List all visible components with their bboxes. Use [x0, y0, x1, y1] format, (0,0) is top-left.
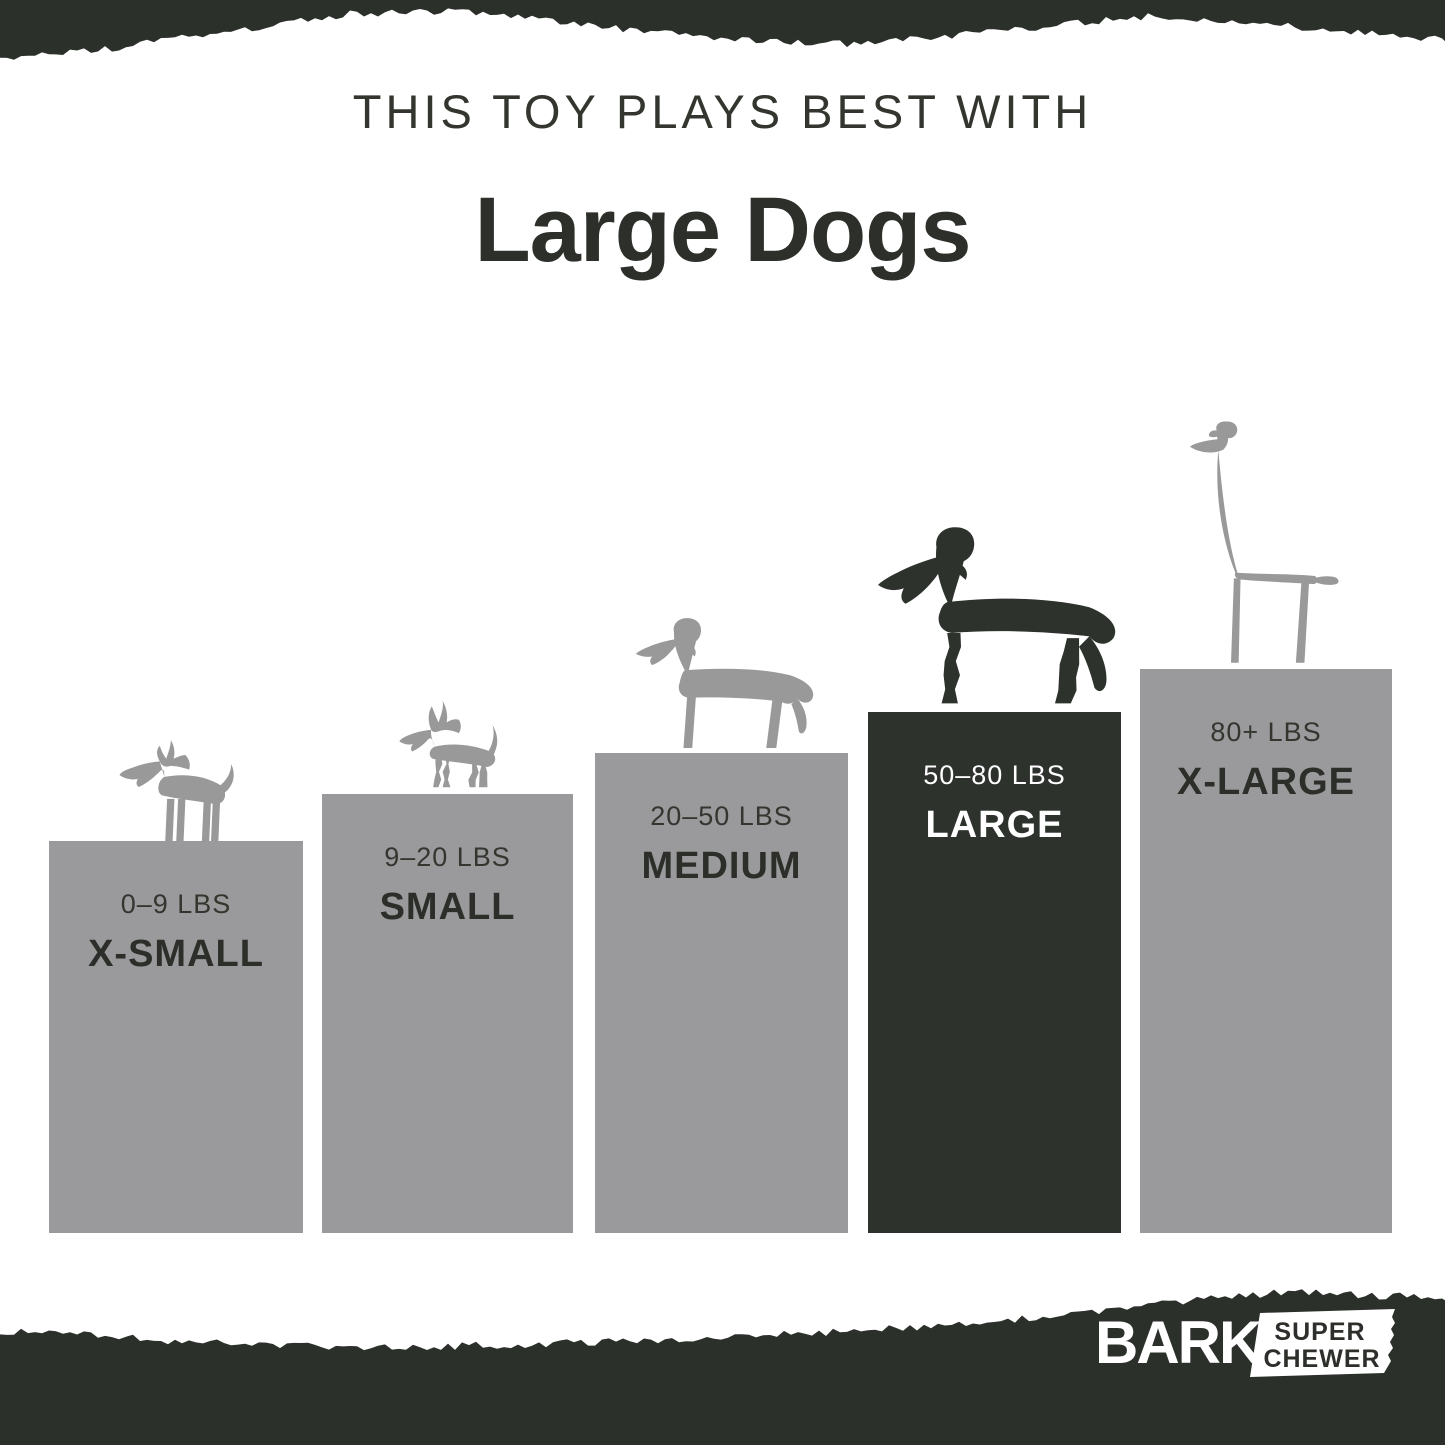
svg-text:CHEWER: CHEWER	[1263, 1345, 1380, 1373]
svg-text:BARK: BARK	[1095, 1309, 1262, 1376]
svg-text:SUPER: SUPER	[1274, 1318, 1365, 1346]
